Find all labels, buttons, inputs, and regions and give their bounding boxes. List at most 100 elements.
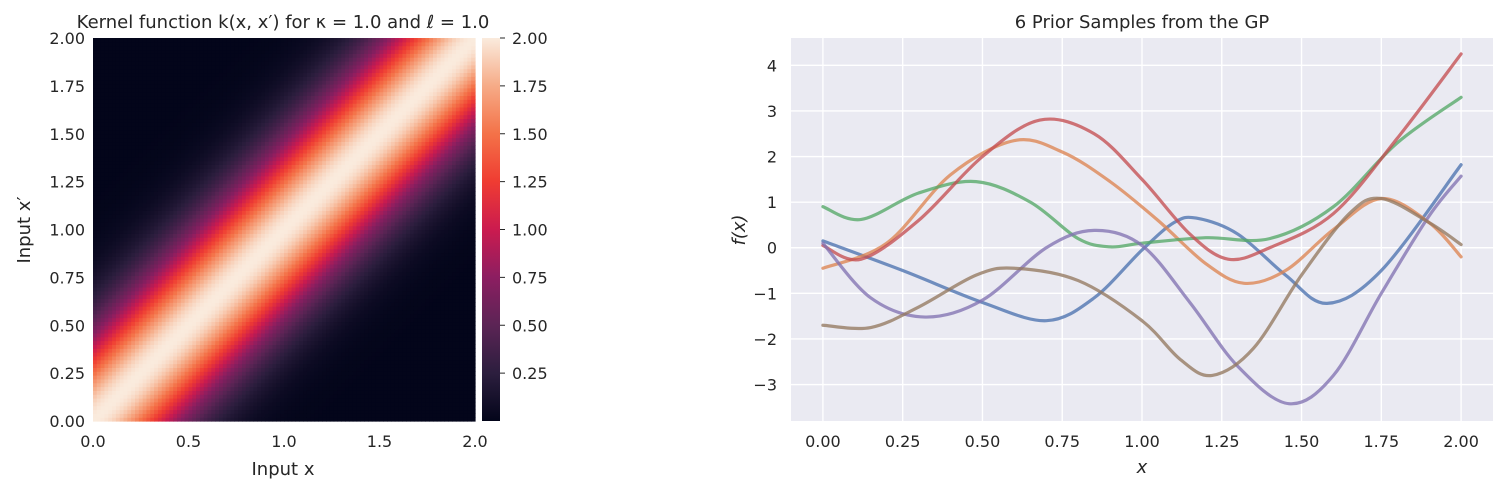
heatmap-cell [241, 279, 247, 284]
heatmap-cell [108, 129, 113, 135]
heatmap-cell [180, 118, 186, 123]
heatmap-cell [173, 240, 178, 246]
heatmap-cell [241, 321, 247, 326]
heatmap-cell [280, 53, 285, 58]
heatmap-cell [249, 191, 255, 196]
heatmap-cell [249, 302, 255, 307]
heatmap-cell [150, 271, 155, 277]
heatmap-cell [245, 375, 251, 380]
heatmap-cell [135, 68, 140, 74]
heatmap-cell [234, 240, 239, 246]
heatmap-cell [161, 218, 167, 223]
heatmap-cell [245, 309, 251, 315]
heatmap-cell [253, 195, 258, 200]
heatmap-cell [123, 187, 128, 192]
heatmap-cell [253, 325, 258, 330]
heatmap-cell [138, 195, 144, 200]
heatmap-cell [119, 133, 125, 139]
heatmap-cell [280, 64, 285, 70]
heatmap-cell [123, 375, 128, 380]
heatmap-cell [192, 359, 197, 365]
heatmap-cell [119, 168, 125, 173]
heatmap-cell [230, 325, 235, 330]
heatmap-cell [199, 405, 205, 411]
heatmap-cell [272, 244, 277, 250]
heatmap-cell [222, 260, 228, 265]
heatmap-cell [268, 371, 274, 376]
heatmap-cell [226, 214, 232, 219]
heatmap-cell [192, 202, 197, 208]
heatmap-cell [161, 336, 167, 342]
heatmap-cell [272, 76, 277, 81]
heatmap-cell [119, 378, 125, 384]
heatmap-cell [222, 218, 228, 223]
heatmap-cell [264, 68, 270, 74]
heatmap-cell [219, 386, 224, 391]
heatmap-cell [268, 83, 274, 89]
heatmap-cell [241, 363, 247, 368]
heatmap-cell [104, 394, 109, 399]
heatmap-cell [169, 363, 174, 368]
heatmap-cell [257, 179, 262, 185]
heatmap-cell [211, 394, 216, 399]
heatmap-cell [219, 267, 224, 273]
heatmap-cell [146, 260, 151, 265]
heatmap-cell [257, 294, 262, 300]
heatmap-cell [138, 118, 144, 123]
heatmap-cell [150, 87, 155, 93]
heatmap-cell [272, 68, 277, 74]
heatmap-cell [115, 49, 121, 54]
heatmap-cell [272, 175, 277, 181]
heatmap-cell [268, 225, 274, 231]
heatmap-cell [177, 263, 182, 269]
heatmap-cell [173, 267, 178, 273]
heatmap-cell [119, 244, 125, 250]
heatmap-cell [192, 306, 197, 311]
heatmap-cell [108, 45, 113, 51]
heatmap-cell [173, 168, 178, 173]
heatmap-cell [100, 110, 106, 116]
heatmap-cell [211, 355, 216, 361]
heatmap-cell [261, 375, 266, 380]
heatmap-cell [123, 195, 128, 200]
heatmap-cell [93, 283, 98, 288]
heatmap-cell [112, 149, 117, 154]
heatmap-cell [253, 359, 258, 365]
heatmap-cell [234, 76, 239, 81]
heatmap-cell [222, 141, 228, 146]
heatmap-cell [238, 60, 243, 66]
heatmap-cell [123, 118, 128, 123]
heatmap-cell [112, 355, 117, 361]
heatmap-cell [196, 80, 201, 85]
heatmap-cell [238, 359, 243, 365]
heatmap-cell [261, 263, 266, 269]
heatmap-cell [119, 355, 125, 361]
heatmap-cell [127, 398, 132, 403]
heatmap-cell [177, 91, 182, 97]
heatmap-cell [238, 332, 243, 338]
heatmap-cell [207, 405, 213, 411]
heatmap-cell [115, 317, 121, 323]
heatmap-cell [192, 409, 197, 414]
heatmap-cell [253, 398, 258, 403]
heatmap-cell [264, 309, 270, 315]
heatmap-cell [188, 38, 193, 43]
heatmap-cell [184, 145, 190, 150]
heatmap-cell [226, 172, 232, 177]
heatmap-cell [207, 80, 213, 85]
heatmap-cell [96, 398, 102, 403]
heatmap-cell [207, 363, 213, 368]
heatmap-cell [135, 133, 140, 139]
heatmap-cell [127, 214, 132, 219]
heatmap-cell [184, 390, 190, 395]
heatmap-cell [123, 210, 128, 215]
heatmap-cell [199, 375, 205, 380]
heatmap-cell [161, 386, 167, 391]
heatmap-cell [184, 237, 190, 242]
heatmap-cell [211, 175, 216, 181]
heatmap-cell [112, 126, 117, 131]
heatmap-cell [135, 401, 140, 407]
heatmap-cell [192, 187, 197, 192]
heatmap-cell [264, 156, 270, 162]
heatmap-cell [272, 398, 277, 403]
